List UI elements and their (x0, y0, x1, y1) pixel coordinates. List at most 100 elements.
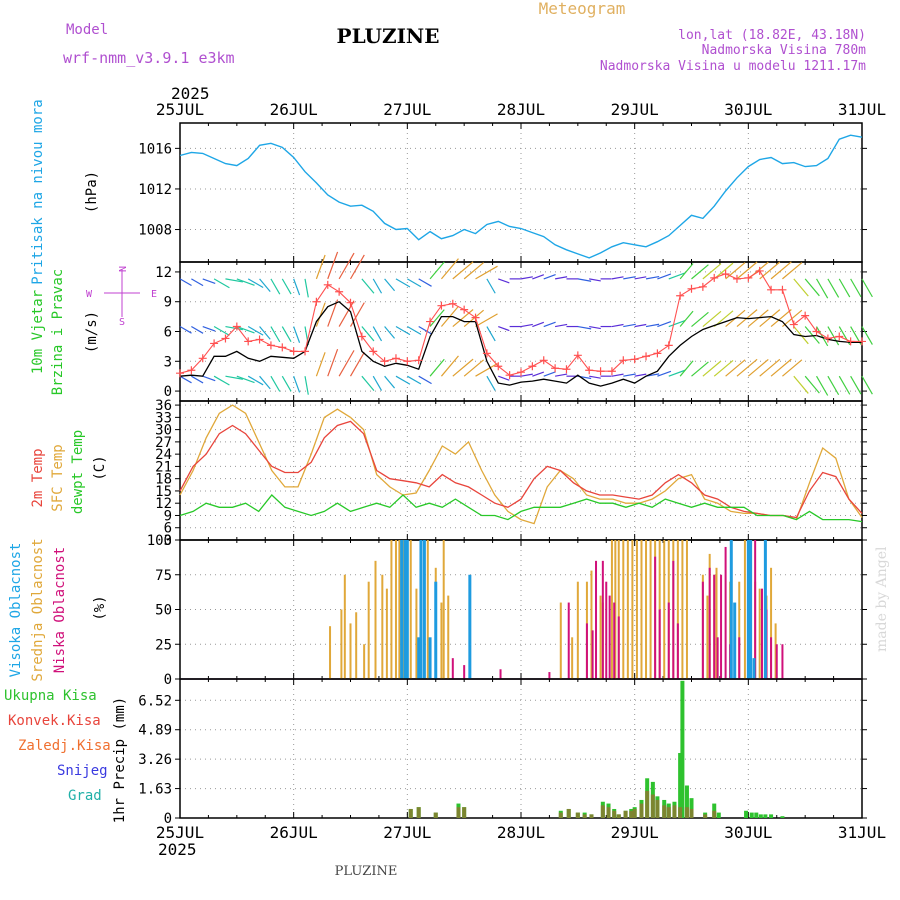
wind-arrow (623, 276, 636, 280)
high-cloud-bar (749, 540, 753, 679)
low-cloud-bar (701, 581, 704, 679)
wind-arrow (770, 261, 792, 280)
mid-cloud-bar (576, 581, 579, 679)
wind-unit: (m/s) (84, 311, 100, 353)
wind-arrow (463, 359, 485, 377)
date-label-bottom: 30JUL (724, 823, 772, 842)
wind-gust-marker (744, 273, 753, 282)
wind-gust-marker (846, 337, 855, 346)
wind-arrow (861, 375, 873, 395)
wind-gust-marker (551, 364, 560, 373)
conv-precip-bar (600, 805, 605, 818)
low-cloud-bar (567, 602, 570, 679)
y-tick-label: 27 (155, 435, 172, 451)
date-label-top: 28JUL (497, 100, 545, 119)
wind-gust-marker (664, 341, 673, 350)
wind-arrow (702, 263, 722, 280)
wind-arrow (429, 309, 445, 327)
y-tick-label: 33 (155, 410, 172, 426)
wind-arrow (191, 278, 204, 287)
model-altitude-info: Nadmorska Visina u modelu 1211.17m (600, 59, 866, 74)
y-tick-label: 6 (164, 521, 172, 537)
high-cloud-bar (752, 658, 756, 679)
conv-precip-bar (558, 812, 563, 818)
mid-cloud-bar (617, 540, 620, 679)
wind-arrow (259, 375, 271, 390)
wind-arrow (361, 278, 375, 294)
conv-precip-bar (655, 799, 660, 818)
wind-arrow (702, 360, 722, 377)
wind-arrow (657, 321, 672, 328)
temp2m-label: 2m Temp (30, 448, 46, 507)
wind-arrow (395, 375, 411, 385)
low-cloud-bar (654, 556, 657, 679)
cloud-unit: (%) (92, 595, 108, 620)
y-tick-label: 1.63 (138, 782, 172, 798)
wind-arrow (611, 373, 624, 377)
wind-gust-marker (573, 351, 582, 360)
frozen-precip-label: Zaledj.Kisa (18, 738, 111, 754)
wind-gust-marker (778, 285, 787, 294)
wind-gust-marker (562, 365, 571, 374)
y-tick-label: 30 (155, 423, 172, 439)
wind-gust-marker (448, 299, 457, 308)
mid-cloud-bar (440, 602, 443, 679)
mid-cloud-bar (442, 540, 445, 679)
wind-arrow (861, 326, 873, 345)
pressure-line (179, 134, 863, 259)
wind-arrow (270, 278, 281, 295)
wind-arrow (634, 323, 647, 328)
mid-cloud-bar (374, 560, 377, 679)
y-tick-label: 3.26 (138, 752, 172, 768)
wind-gust-marker (437, 301, 446, 310)
wind-arrow (191, 326, 204, 334)
wind-arrow (486, 326, 496, 342)
meteogram-title: Meteogram (539, 0, 626, 18)
wind-gust-marker (505, 371, 514, 380)
wind-gust-marker (221, 334, 230, 343)
wind-arrow (315, 302, 326, 327)
made-by-watermark: made by Angel (874, 546, 890, 652)
conv-precip-bar (623, 810, 628, 818)
wind-gust-marker (380, 357, 389, 366)
y-tick-label: 0 (164, 384, 172, 400)
y-tick-label: 4.89 (138, 723, 172, 739)
lonlat-info: lon,lat (18.82E, 43.18N) (678, 28, 866, 43)
wind-arrow (532, 321, 545, 328)
total-precip-bar (769, 814, 774, 818)
mid-cloud-bar (645, 540, 648, 679)
low-cloud-bar (613, 602, 616, 679)
wind-arrow (589, 375, 601, 379)
conv-precip-label: Konvek.Kisa (8, 713, 101, 729)
wind-gust-marker (585, 366, 594, 375)
wind-gust-marker (403, 357, 412, 366)
y-tick-label: 1008 (138, 223, 172, 239)
low-cloud-bar (605, 581, 608, 679)
wind-gust-marker (630, 355, 639, 364)
wind-arrow (816, 375, 829, 396)
low-cloud-bar (708, 567, 711, 679)
date-label-top: 30JUL (724, 100, 772, 119)
wind-arrow (281, 278, 292, 295)
total-precip-bar (749, 812, 754, 818)
date-label-bottom: 28JUL (497, 823, 545, 842)
high-cloud-bar (428, 637, 432, 679)
wind-arrow (770, 358, 792, 377)
wind-arrow (691, 361, 709, 377)
wind-arrow (384, 375, 396, 389)
wind-arrow (225, 278, 244, 283)
wind-avg-line (179, 300, 862, 387)
wind-arrow (725, 359, 746, 377)
wind-arrow (372, 326, 383, 342)
total-precip-bar (763, 814, 768, 818)
wind-arrow (281, 375, 292, 392)
mid-cloud-bar (590, 570, 593, 679)
total-precip-label: Ukupna Kisa (4, 688, 97, 704)
wind-arrow (736, 358, 758, 377)
low-cloud-bar (770, 637, 773, 679)
wind-arrow (850, 278, 862, 298)
mid-cloud-bar (758, 588, 761, 679)
low-cloud-bar (672, 560, 675, 679)
conv-precip-bar (612, 810, 617, 818)
wind-arrow (418, 326, 432, 335)
